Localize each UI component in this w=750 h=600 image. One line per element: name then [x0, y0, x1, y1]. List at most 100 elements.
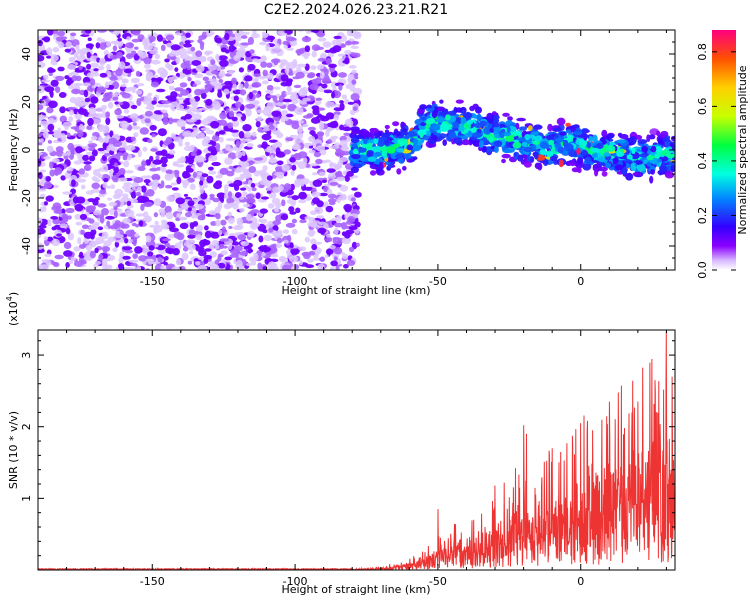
- spectrogram-cell: [115, 115, 124, 119]
- spectrogram-cell: [448, 133, 457, 139]
- spectrogram-cell: [299, 219, 307, 224]
- spectrogram-cell: [221, 226, 227, 235]
- spectrogram-cell: [261, 196, 269, 200]
- spectrogram-cell: [259, 179, 268, 186]
- spectrogram-cell: [331, 91, 336, 99]
- spectrogram-cell: [386, 146, 396, 154]
- spectrogram-cell: [343, 144, 349, 152]
- spectrogram-cell: [488, 136, 494, 143]
- spectrogram-cell: [235, 260, 243, 268]
- spectrogram-cell: [268, 192, 277, 199]
- spectrogram-cell: [142, 37, 150, 46]
- spectrogram-cell: [175, 217, 181, 222]
- spectrogram-cell: [295, 207, 301, 214]
- spectrogram-cell: [217, 255, 222, 262]
- spectrogram-cell: [94, 247, 99, 254]
- spectrogram-cell: [284, 66, 290, 75]
- spectrogram-cell: [79, 213, 88, 220]
- spectrogram-cell: [197, 265, 208, 270]
- spectrogram-cell: [94, 178, 101, 183]
- spectrogram-cell: [81, 224, 89, 230]
- spectrogram-cell: [131, 125, 141, 130]
- spectrogram-cell: [326, 189, 333, 195]
- spectrogram-cell: [311, 78, 322, 85]
- spectrogram-cell: [533, 151, 539, 160]
- spectrogram-cell: [46, 236, 54, 242]
- spectrogram-cell: [276, 160, 284, 166]
- spectrogram-cell: [365, 131, 370, 139]
- spectrogram-cell: [224, 256, 232, 261]
- spectrogram-cell: [249, 222, 258, 230]
- spectrogram-cell: [67, 167, 74, 172]
- spectrogram-cell: [387, 163, 393, 169]
- spectrogram-cell: [505, 136, 515, 142]
- spectrogram-cell: [396, 148, 405, 153]
- spectrogram-cell: [228, 242, 233, 250]
- spectrogram-cell: [52, 157, 60, 164]
- spectrogram-cell: [177, 207, 183, 213]
- spectrogram-cell: [526, 154, 531, 163]
- spectrogram-cell: [111, 174, 120, 183]
- spectrogram-cell: [59, 106, 66, 114]
- spectrogram-cell: [59, 115, 67, 123]
- spectrogram-cell: [298, 120, 305, 124]
- spectrogram-cell: [517, 154, 524, 162]
- spectrogram-cell: [95, 42, 101, 49]
- spectrogram-cell: [150, 77, 156, 81]
- spectrogram-cell: [661, 160, 671, 166]
- spectrogram-cell: [75, 96, 85, 102]
- spectrogram-cell: [262, 229, 268, 234]
- y-tick-label: 20: [20, 95, 33, 109]
- spectrogram-cell: [138, 255, 148, 262]
- spectrogram-cell: [276, 237, 283, 244]
- snr-multiplier: (x104): [5, 292, 20, 326]
- spectrogram-cell: [192, 221, 199, 227]
- spectrogram-cell: [400, 122, 407, 127]
- spectrogram-cell: [262, 80, 269, 85]
- spectrogram-cell: [473, 123, 483, 129]
- spectrogram-cell: [566, 134, 574, 139]
- spectrogram-cell: [170, 91, 178, 99]
- spectrogram-cell: [90, 78, 96, 86]
- spectrogram-cell: [68, 72, 74, 77]
- colorbar: 0.0 0.2 0.4 0.6 0.8 Normalized spectral ampl…: [696, 30, 749, 279]
- spectrogram-cell: [187, 93, 192, 99]
- spectrogram-cell: [366, 150, 374, 158]
- spectrogram-cell: [312, 30, 319, 34]
- spectrogram-cell: [238, 131, 245, 139]
- spectrogram-cell: [106, 40, 111, 47]
- spectrogram-cell: [348, 226, 358, 231]
- spectrogram-cell: [486, 112, 494, 120]
- spectrogram-cell: [293, 84, 302, 89]
- spectrogram-cell: [90, 62, 99, 68]
- spectrogram-cell: [159, 71, 167, 79]
- spectrogram-cell: [117, 177, 128, 182]
- spectrogram-cell: [332, 120, 338, 128]
- spectrogram-cell: [130, 77, 140, 84]
- spectrogram-cell: [50, 54, 59, 62]
- spectrogram-cell: [136, 186, 142, 193]
- spectrogram-cell: [174, 87, 184, 92]
- spectrogram-cell: [74, 69, 85, 73]
- spectrogram-cell: [288, 206, 295, 213]
- spectrogram-cell: [212, 197, 220, 203]
- spectrogram-cell: [146, 189, 155, 197]
- snr-series-line: [38, 331, 675, 570]
- spectrogram-cell: [340, 150, 350, 156]
- spectrogram-cell: [71, 179, 76, 187]
- y-tick-label: 1: [20, 495, 33, 502]
- spectrogram-cell: [99, 57, 106, 66]
- spectrogram-cell: [77, 108, 88, 115]
- spectrogram-cell: [117, 263, 125, 269]
- spectrogram-cell: [299, 178, 310, 185]
- spectrogram-cell: [83, 231, 94, 239]
- spectrogram-cell: [211, 161, 221, 167]
- spectrogram-cell: [142, 146, 148, 152]
- spectrogram-cell: [239, 251, 248, 256]
- spectrogram-cell: [426, 118, 436, 124]
- spectrogram-cell: [113, 30, 120, 36]
- spectrogram-cell: [431, 123, 441, 131]
- spectrogram-cell: [298, 246, 307, 252]
- spectrogram-cell: [190, 151, 197, 157]
- spectrogram-cell: [107, 225, 117, 229]
